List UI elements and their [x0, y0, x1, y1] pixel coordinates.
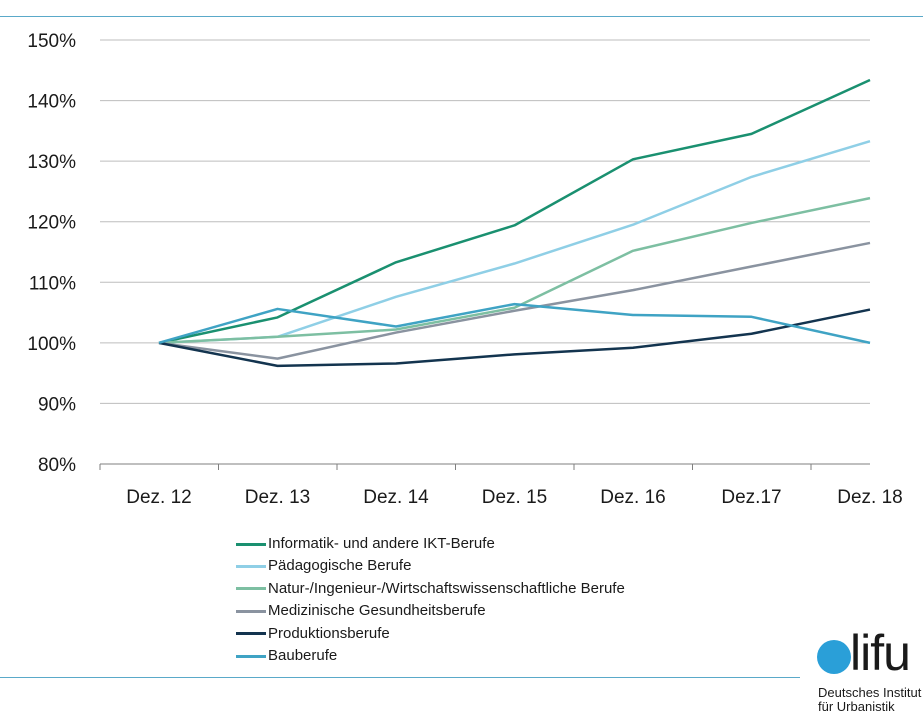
- legend-item: Natur-/Ingenieur-/Wirtschaftswissenschaf…: [236, 578, 625, 600]
- gridlines: [100, 39, 870, 404]
- legend-swatch: [236, 587, 266, 591]
- y-tick-label: 90%: [38, 394, 76, 415]
- line-chart: 80%90%100%110%120%130%140%150% Dez. 12 De…: [27, 31, 902, 508]
- series-line: [158, 302, 871, 345]
- y-tick-label: 140%: [27, 92, 76, 113]
- legend-swatch: [236, 609, 266, 613]
- series-line: [158, 308, 871, 368]
- logo-dot: [817, 640, 851, 674]
- legend-swatch: [236, 542, 266, 546]
- legend-swatch: [236, 632, 266, 636]
- y-tick-label: 80%: [38, 455, 76, 476]
- logo-wordmark: lifu: [850, 633, 911, 681]
- x-tick-label: Dez.17: [721, 487, 781, 508]
- x-tick-label: Dez. 15: [482, 487, 547, 508]
- x-tick-label: Dez. 18: [837, 487, 902, 508]
- logo-institute-line2: für Urbanistik: [818, 699, 895, 713]
- legend-item: Informatik- und andere IKT-Berufe: [236, 533, 625, 555]
- legend-label: Pädagogische Berufe: [268, 557, 412, 575]
- x-tick-label: Dez. 12: [126, 487, 191, 508]
- legend-label: Natur-/Ingenieur-/Wirtschaftswissenschaf…: [268, 579, 625, 597]
- top-rule: [0, 16, 923, 17]
- y-tick-label: 120%: [27, 213, 76, 234]
- logo-institute-line1: Deutsches Institut: [818, 685, 922, 700]
- legend-label: Bauberufe: [268, 646, 338, 664]
- y-tick-label: 150%: [27, 31, 76, 52]
- y-tick-label: 130%: [27, 152, 76, 173]
- x-tick-label: Dez. 14: [363, 487, 429, 508]
- series-line: [158, 241, 871, 360]
- series-line: [158, 196, 871, 345]
- legend-label: Produktionsberufe: [268, 624, 390, 642]
- bottom-rule: [0, 677, 800, 678]
- series-lines: [158, 78, 871, 368]
- x-axis-ticks: Dez. 12 Dez. 13 Dez. 14 Dez. 15 Dez. 16 Dez.1…: [126, 487, 902, 508]
- legend-swatch: [236, 565, 266, 569]
- x-tick-label: Dez. 16: [600, 487, 665, 508]
- difu-logo: lifu Deutsches Institut für Urbanistik: [814, 633, 923, 713]
- legend-swatch: [236, 654, 266, 658]
- series-line: [158, 78, 871, 345]
- legend-item: Bauberufe: [236, 645, 625, 667]
- x-axis: [99, 463, 870, 470]
- legend-label: Informatik- und andere IKT-Berufe: [268, 535, 495, 552]
- x-tick-label: Dez. 13: [245, 487, 310, 508]
- legend: Informatik- und andere IKT-Berufe Pädagog…: [236, 533, 625, 667]
- legend-item: Produktionsberufe: [236, 623, 625, 645]
- legend-item: Medizinische Gesundheitsberufe: [236, 600, 625, 622]
- y-axis-ticks: 80% 90% 100% 110% 120% 130% 140% 150%: [27, 31, 76, 476]
- legend-item: Pädagogische Berufe: [236, 555, 625, 577]
- y-tick-label: 110%: [29, 273, 76, 294]
- legend-label: Medizinische Gesundheitsberufe: [268, 602, 486, 620]
- y-tick-label: 100%: [27, 334, 76, 355]
